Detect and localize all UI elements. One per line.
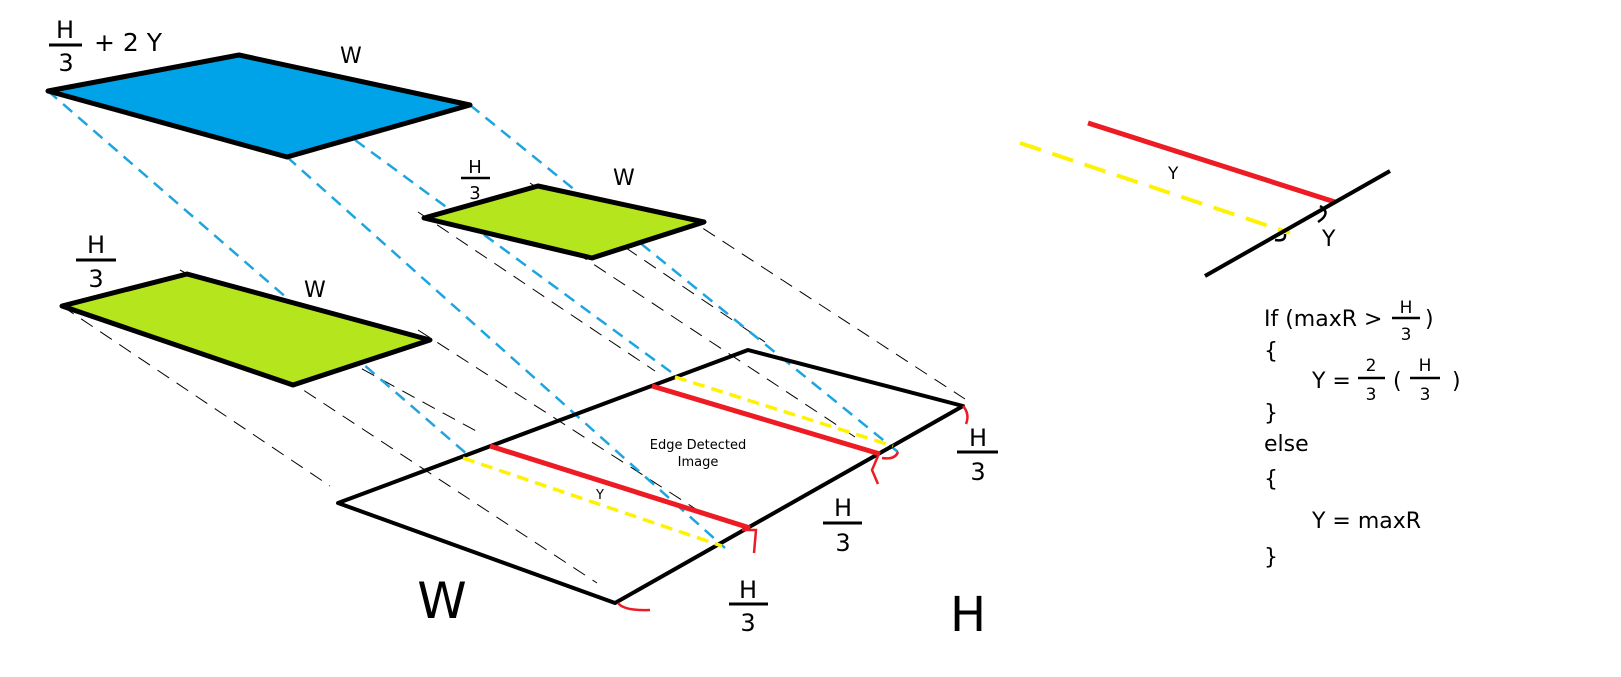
right-h-denominator: 3 [970,458,985,486]
mid-w-label: W [613,166,635,191]
else-keyword: else [1264,432,1309,457]
midright-h-numerator: H [834,494,852,522]
top-h-denominator: 3 [58,49,73,77]
left-w-label: W [304,278,326,303]
image-title-line1: Edge Detected [650,438,746,453]
pseudocode-block: If (maxR > H 3 ) { Y = 2 3 ( H 3 ) } els… [1264,298,1461,570]
detail-black-line [1204,169,1391,278]
detail-y-right: Y [1321,227,1336,252]
if-condition-prefix: If (maxR > [1264,307,1382,332]
midright-h-denominator: 3 [835,529,850,557]
close-brace-2: } [1264,545,1278,570]
green-left-plane [59,271,433,388]
mid-h-numerator: H [468,157,482,178]
assign1-paren-close: ) [1452,369,1461,394]
red-boundary-lines [489,383,881,531]
left-h-denominator: 3 [88,265,103,293]
assign1-paren-open: ( [1393,369,1402,394]
top-h-numerator: H [56,16,74,44]
detail-bracket [1274,204,1327,242]
green-middle-plane [421,183,707,261]
left-h-numerator: H [87,231,105,259]
close-brace-1: } [1264,401,1278,426]
top-w-label: W [340,44,362,69]
red-brackets [617,405,969,612]
assign1-frac2-numerator: H [1419,356,1432,376]
image-title-line2: Image [678,455,719,470]
open-brace-1: { [1264,339,1278,364]
mid-h-denominator: 3 [469,183,480,204]
base-w-label: W [417,572,466,630]
detail-yellow-line [1019,141,1291,235]
detail-y-top: Y [1167,164,1179,184]
assign1-frac-denominator: 3 [1366,385,1377,405]
yellow-boundary-lines [462,375,894,548]
if-close-paren: ) [1425,307,1434,332]
assign1-frac2-denominator: 3 [1420,385,1431,405]
image-y-label: Y [595,488,604,503]
top-plus-2y: + 2 Y [94,28,163,57]
if-frac-denominator: 3 [1401,325,1412,345]
open-brace-2: { [1264,467,1278,492]
blue-projection-lines [47,90,899,549]
if-frac-numerator: H [1400,298,1413,318]
edge-detected-image-plane [336,348,965,605]
right-h-numerator: H [969,424,987,452]
detail-figure [1019,120,1391,278]
blue-top-plane [45,52,473,160]
detail-red-line [1087,120,1336,205]
base-h-label: H [950,587,986,643]
assign2: Y = maxR [1311,509,1421,534]
assign1-prefix: Y = [1311,369,1351,394]
bottom-h-numerator: H [739,576,757,604]
bottom-h-denominator: 3 [740,609,755,637]
assign1-frac-numerator: 2 [1366,356,1377,376]
